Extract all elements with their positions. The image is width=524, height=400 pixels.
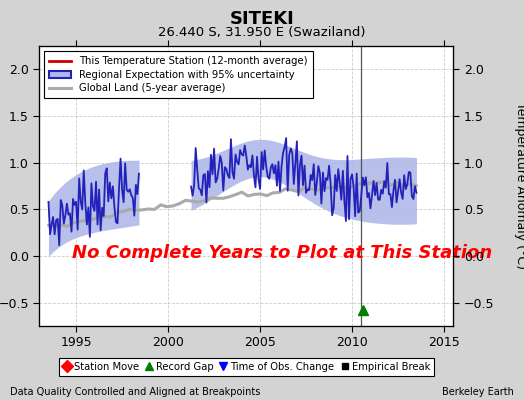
Text: No Complete Years to Plot at This Station: No Complete Years to Plot at This Statio… <box>72 244 493 262</box>
Text: SITEKI: SITEKI <box>230 10 294 28</box>
Text: 26.440 S, 31.950 E (Swaziland): 26.440 S, 31.950 E (Swaziland) <box>158 26 366 39</box>
Text: Data Quality Controlled and Aligned at Breakpoints: Data Quality Controlled and Aligned at B… <box>10 387 261 397</box>
Text: Berkeley Earth: Berkeley Earth <box>442 387 514 397</box>
Y-axis label: Temperature Anomaly (°C): Temperature Anomaly (°C) <box>514 102 524 270</box>
Legend: Station Move, Record Gap, Time of Obs. Change, Empirical Break: Station Move, Record Gap, Time of Obs. C… <box>59 358 434 376</box>
